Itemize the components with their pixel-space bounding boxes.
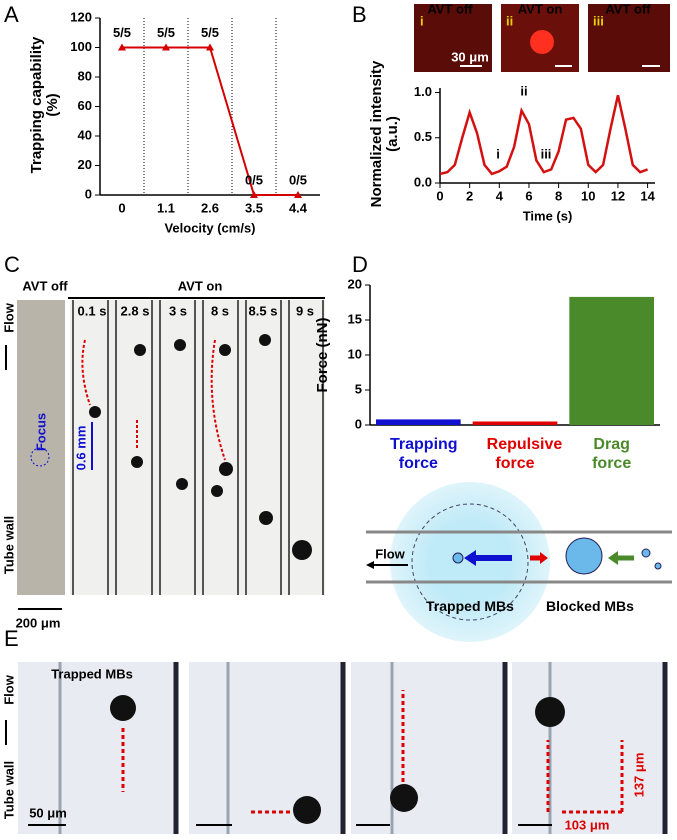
image-caption: AVT on — [518, 1, 563, 16]
tube-wall-label: Tube wall — [1, 516, 16, 574]
x-tick-label: 0 — [436, 188, 443, 203]
panel-label: E — [4, 626, 19, 651]
y-tick-label: 20 — [78, 157, 92, 172]
time-label: 9 s — [296, 303, 314, 318]
scale-bar-label: 200 μm — [16, 615, 61, 630]
time-label: 0.1 s — [78, 303, 107, 318]
y-tick-label: 0.5 — [414, 129, 432, 144]
distance-label: 103 μm — [565, 817, 610, 832]
value-label: 5/5 — [201, 25, 219, 40]
blocked-label: Blocked MBs — [546, 598, 634, 614]
y-axis-label: Force (nN) — [314, 317, 331, 393]
x-tick-label: Trapping force — [390, 436, 458, 472]
y-tick-label: 0 — [85, 186, 92, 201]
y-tick-label: 10 — [348, 346, 362, 361]
time-label: 8 s — [211, 303, 229, 318]
y-tick-label: 0.0 — [414, 174, 432, 189]
y-tick-label: 100 — [70, 39, 92, 54]
b-images — [414, 4, 670, 72]
y-tick-label: 15 — [348, 311, 362, 326]
x-tick-label: 3.5 — [245, 200, 263, 215]
x-tick-label: Drag force — [592, 436, 632, 472]
trapped-label: Trapped MBs — [426, 598, 514, 614]
time-label: 3 s — [169, 303, 187, 318]
y-tick-label: 0 — [355, 416, 362, 431]
focus-label: Focus — [33, 413, 48, 451]
trapped-label: Trapped MBs — [51, 666, 133, 681]
x-tick-label: 12 — [611, 188, 625, 203]
panel-label: C — [4, 252, 20, 277]
bar — [569, 296, 654, 425]
e-images — [5, 662, 668, 834]
time-label: 2.8 s — [121, 303, 150, 318]
line — [439, 94, 649, 176]
flow-label: Flow — [1, 674, 16, 704]
y-tick-label: 60 — [78, 98, 92, 113]
x-tick-label: 6 — [525, 188, 532, 203]
distance-label: 0.6 mm — [73, 426, 88, 471]
tube-wall-label: Tube wall — [1, 761, 16, 819]
bar — [472, 421, 558, 425]
image-index: i — [420, 13, 424, 28]
marker — [294, 191, 302, 198]
x-tick-label: 4.4 — [289, 200, 308, 215]
y-tick-label: 5 — [355, 381, 362, 396]
marker — [162, 43, 170, 51]
scale-bar-label: 30 μm — [451, 49, 489, 64]
x-tick-label: 10 — [581, 188, 595, 203]
value-label: 0/5 — [245, 172, 263, 187]
marker — [206, 43, 214, 51]
y-axis-label: Normalized intensity (a.u.) — [368, 60, 401, 207]
d-diagram — [366, 482, 672, 642]
bar — [376, 419, 461, 425]
image-caption: AVT off — [605, 1, 651, 16]
annotation: iii — [541, 146, 552, 161]
y-tick-label: 20 — [348, 276, 362, 291]
flow-label: Flow — [1, 302, 16, 332]
x-axis-label: Time (s) — [523, 208, 573, 223]
line — [122, 46, 298, 196]
annotation: ii — [520, 83, 527, 98]
x-tick-label: Repulsive force — [486, 436, 563, 472]
flow-label: Flow — [375, 546, 405, 561]
panel-label: A — [4, 2, 19, 27]
image-index: ii — [506, 13, 513, 28]
x-tick-label: 14 — [640, 188, 655, 203]
c-images — [5, 297, 325, 610]
x-tick-label: 1.1 — [157, 200, 175, 215]
x-tick-label: 4 — [496, 188, 504, 203]
y-tick-label: 120 — [70, 9, 92, 24]
panel-label: B — [352, 2, 367, 27]
y-axis-label: Trapping capability (%) — [28, 36, 61, 173]
scale-bar-label: 50 μm — [29, 805, 67, 820]
x-tick-label: 2.6 — [201, 200, 219, 215]
marker — [250, 191, 258, 198]
image-caption: AVT off — [427, 1, 473, 16]
distance-label: 137 μm — [631, 753, 646, 798]
value-label: 5/5 — [113, 25, 131, 40]
x-tick-label: 2 — [466, 188, 473, 203]
y-tick-label: 1.0 — [414, 84, 432, 99]
x-tick-label: 8 — [555, 188, 562, 203]
annotation: i — [496, 146, 500, 161]
y-tick-label: 80 — [78, 68, 92, 83]
time-label: 8.5 s — [249, 303, 278, 318]
c-label: AVT off — [22, 278, 68, 293]
c-label: AVT on — [178, 278, 223, 293]
value-label: 5/5 — [157, 25, 175, 40]
image-index: iii — [593, 13, 604, 28]
y-tick-label: 40 — [78, 127, 92, 142]
x-tick-label: 0 — [118, 200, 125, 215]
panel-label: D — [352, 252, 368, 277]
x-axis-label: Velocity (cm/s) — [164, 220, 255, 235]
value-label: 0/5 — [289, 172, 307, 187]
marker — [118, 43, 126, 51]
